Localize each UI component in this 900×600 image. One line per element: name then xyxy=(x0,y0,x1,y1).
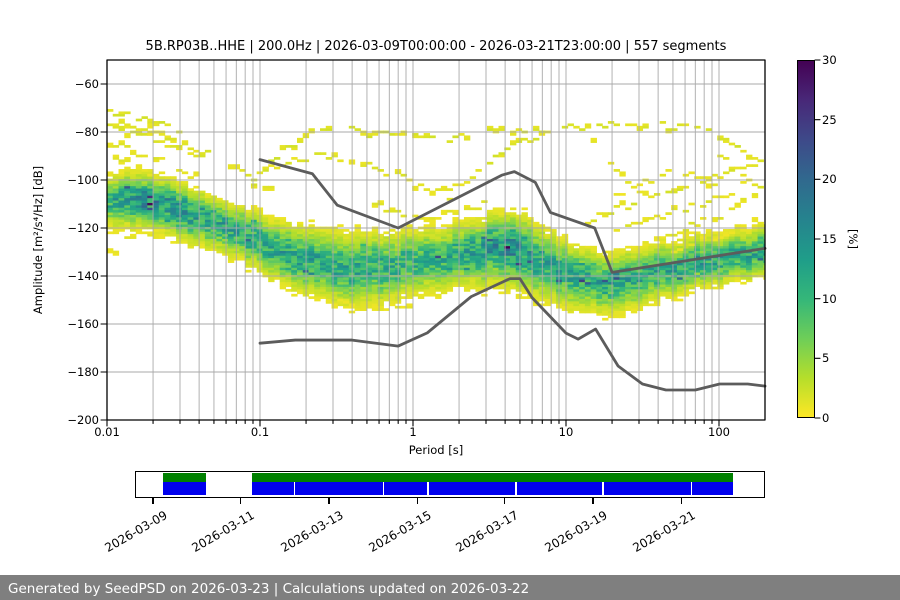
y-tick-label: −120 xyxy=(67,221,99,235)
colorbar-tick-label: 10 xyxy=(822,291,837,306)
date-tick xyxy=(328,498,330,504)
availability-segment xyxy=(163,472,207,497)
y-tick-label: −100 xyxy=(67,173,99,187)
x-tick-label: 1 xyxy=(409,425,417,439)
date-tick xyxy=(592,498,594,504)
y-tick-label: −140 xyxy=(67,269,99,283)
date-tick xyxy=(416,498,418,504)
colorbar-tick-label: 20 xyxy=(822,172,837,187)
date-tick xyxy=(680,498,682,504)
psd-coverage-strip xyxy=(163,473,207,482)
colorbar-tick-label: 30 xyxy=(822,53,837,67)
colorbar-tick-label: 15 xyxy=(822,232,837,246)
y-tick-label: −180 xyxy=(67,365,99,379)
segment-divider xyxy=(427,481,429,495)
availability-segment xyxy=(252,472,733,497)
date-tick xyxy=(240,498,242,504)
y-tick-label: −60 xyxy=(74,77,99,91)
x-axis-label: Period [s] xyxy=(408,443,464,457)
segment-divider xyxy=(382,481,385,495)
footer-bar: Generated by SeedPSD on 2026-03-23 | Cal… xyxy=(0,575,900,600)
x-tick-label: 100 xyxy=(708,425,730,439)
plot-title: 5B.RP03B..HHE | 200.0Hz | 2026-03-09T00:… xyxy=(145,39,727,54)
y-tick-label: −160 xyxy=(67,317,99,331)
segment-divider xyxy=(515,481,517,495)
footer-text: Generated by SeedPSD on 2026-03-23 | Cal… xyxy=(8,581,530,597)
colorbar-unit-label: [%] xyxy=(846,229,860,249)
x-tick-label: 0.1 xyxy=(250,425,270,439)
colorbar xyxy=(797,60,815,418)
psd-coverage-strip xyxy=(252,473,733,482)
y-tick-label: −200 xyxy=(67,413,99,427)
date-tick xyxy=(504,498,506,504)
colorbar-tick-label: 5 xyxy=(822,351,830,366)
y-tick-label: −80 xyxy=(74,125,99,139)
data-availability-strip xyxy=(163,481,207,495)
segment-divider xyxy=(601,481,604,495)
availability-bar xyxy=(135,471,765,498)
x-tick-label: 10 xyxy=(558,425,574,439)
x-tick-label: 0.01 xyxy=(94,425,120,439)
colorbar-tick-label: 0 xyxy=(822,411,830,425)
y-axis-label: Amplitude [m²/s⁴/Hz] [dB] xyxy=(31,165,45,315)
segment-divider xyxy=(690,481,693,495)
colorbar-tick-label: 25 xyxy=(822,112,837,127)
date-tick xyxy=(152,498,154,504)
segment-divider xyxy=(293,481,296,495)
data-availability-strip xyxy=(252,481,733,495)
